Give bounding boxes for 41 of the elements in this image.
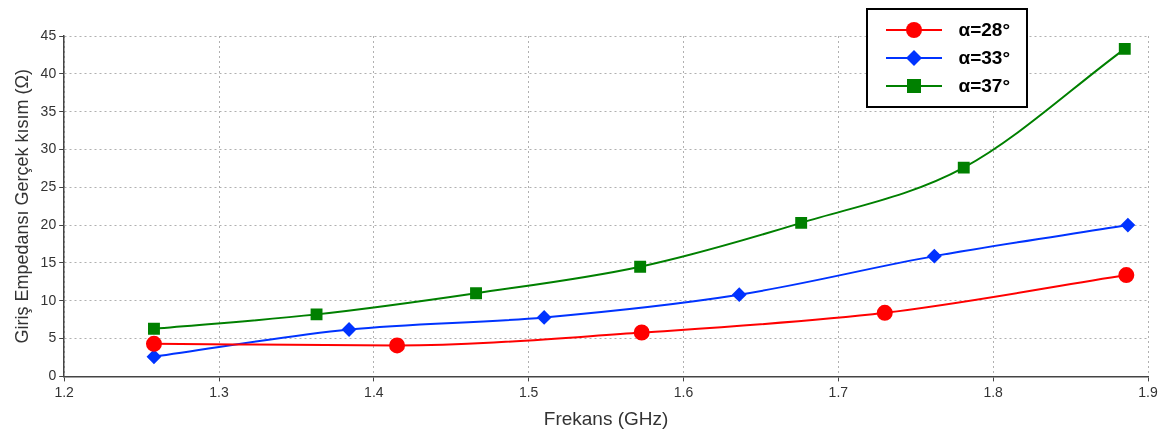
y-tick-label: 45 <box>40 26 57 43</box>
legend-label: α=28° <box>958 19 1010 41</box>
point <box>1118 267 1135 284</box>
y-tick-label: 20 <box>40 215 57 232</box>
point <box>389 337 406 354</box>
point <box>470 287 482 300</box>
y-tick-label: 25 <box>40 178 57 195</box>
point <box>145 335 162 352</box>
point <box>957 161 970 174</box>
point <box>1118 42 1131 55</box>
x-tick-label: 1.8 <box>983 383 1004 400</box>
x-axis-title: Frekans (GHz) <box>543 407 669 429</box>
point <box>927 249 942 264</box>
point <box>795 216 808 229</box>
point <box>146 349 161 364</box>
x-tick-label: 1.2 <box>54 383 75 400</box>
point <box>876 304 893 321</box>
y-tick-label: 0 <box>48 367 57 384</box>
y-tick-label: 5 <box>48 329 57 346</box>
x-tick-label: 1.5 <box>518 383 539 400</box>
point <box>732 287 747 302</box>
point <box>310 308 323 321</box>
point <box>1120 218 1135 233</box>
x-tick-label: 1.3 <box>209 383 229 400</box>
point <box>342 322 357 337</box>
point <box>634 260 647 273</box>
y-tick-label: 40 <box>40 64 57 81</box>
x-tick-label: 1.9 <box>1138 383 1158 400</box>
y-tick-label: 15 <box>40 253 57 270</box>
legend-label: α=33° <box>958 47 1010 69</box>
x-tick-label: 1.4 <box>364 383 384 400</box>
x-tick-label: 1.6 <box>673 383 694 400</box>
point <box>148 322 160 335</box>
y-axis-title: Giriş Empedansı Gerçek kısım (Ω) <box>11 68 32 344</box>
y-tick-label: 10 <box>40 291 57 308</box>
y-tick-label: 35 <box>40 102 57 119</box>
x-tick-label: 1.7 <box>828 383 849 400</box>
y-tick-label: 30 <box>40 140 57 157</box>
legend-label: α=37° <box>958 75 1010 97</box>
point <box>633 324 650 341</box>
point <box>537 310 552 325</box>
